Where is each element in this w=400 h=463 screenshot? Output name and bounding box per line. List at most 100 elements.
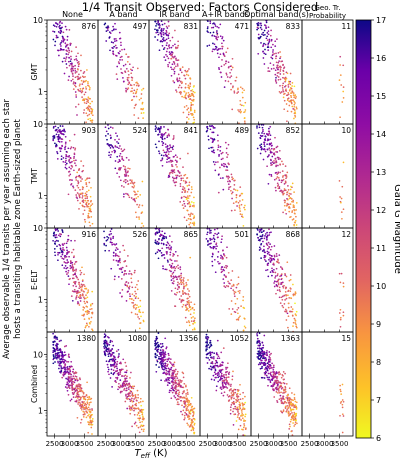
panel-count: 833	[286, 22, 301, 31]
data-point	[165, 25, 168, 28]
data-point	[112, 25, 114, 28]
data-point	[277, 381, 280, 384]
data-point	[132, 305, 135, 308]
data-point	[167, 37, 170, 40]
data-point	[269, 354, 271, 356]
data-point	[267, 43, 269, 46]
data-point	[262, 130, 264, 133]
data-point	[217, 380, 220, 383]
data-point	[212, 356, 215, 358]
data-point	[77, 291, 80, 294]
data-point	[120, 55, 123, 58]
data-point	[239, 109, 242, 111]
data-point	[140, 408, 143, 411]
data-point	[264, 368, 266, 370]
data-point	[339, 196, 341, 198]
data-point	[133, 398, 135, 400]
data-point	[86, 100, 88, 103]
data-point	[175, 57, 177, 60]
data-point	[176, 389, 179, 392]
data-point	[130, 180, 133, 183]
data-point	[278, 179, 281, 181]
data-point	[65, 255, 68, 258]
data-point	[130, 281, 133, 284]
data-point	[124, 361, 127, 364]
data-point	[280, 189, 282, 192]
data-point	[215, 243, 217, 246]
data-point	[129, 400, 132, 403]
data-point	[190, 396, 193, 399]
data-point	[71, 388, 74, 391]
data-point	[75, 371, 78, 374]
data-point	[177, 389, 180, 392]
data-point	[179, 80, 182, 83]
data-point	[176, 394, 179, 397]
data-point	[285, 176, 288, 178]
data-point	[82, 72, 85, 74]
data-point	[229, 409, 232, 411]
data-point	[211, 50, 214, 53]
data-point	[292, 294, 295, 297]
data-point	[284, 405, 287, 408]
data-point	[67, 155, 70, 158]
data-point	[232, 370, 234, 373]
data-point	[103, 23, 106, 26]
data-point	[259, 144, 261, 147]
data-point	[242, 329, 245, 332]
data-point	[72, 269, 75, 272]
data-point	[165, 251, 168, 254]
data-point	[260, 148, 263, 151]
data-point	[225, 169, 227, 171]
data-point	[133, 294, 136, 297]
panel: 524	[97, 123, 150, 229]
data-point	[90, 204, 92, 207]
data-point	[218, 373, 220, 375]
data-point	[243, 89, 245, 92]
data-point	[192, 94, 194, 96]
data-point	[154, 143, 157, 146]
data-point	[82, 165, 85, 167]
data-point	[237, 411, 239, 413]
data-point	[274, 158, 277, 160]
data-point	[220, 163, 223, 166]
data-point	[289, 420, 292, 423]
data-point	[259, 228, 261, 231]
data-point	[53, 25, 56, 27]
data-point	[235, 196, 238, 199]
data-point	[91, 114, 94, 117]
data-point	[183, 174, 186, 177]
data-point	[243, 424, 246, 427]
data-point	[171, 51, 173, 53]
data-point	[165, 372, 167, 374]
data-point	[53, 135, 56, 137]
data-point	[60, 339, 62, 342]
data-point	[261, 250, 264, 252]
data-point	[107, 29, 109, 32]
data-point	[190, 191, 193, 194]
data-point	[60, 41, 62, 44]
data-point	[131, 179, 133, 182]
data-point	[269, 380, 272, 382]
data-point	[139, 397, 142, 400]
data-point	[266, 39, 269, 41]
data-point	[164, 131, 167, 134]
data-point	[166, 259, 169, 262]
data-point	[91, 203, 94, 205]
data-point	[242, 428, 244, 431]
data-point	[227, 66, 230, 68]
data-point	[181, 392, 184, 395]
data-point	[103, 336, 106, 339]
data-point	[278, 391, 281, 394]
data-point	[237, 91, 240, 93]
data-point	[290, 193, 292, 195]
data-point	[133, 199, 136, 202]
data-point	[90, 107, 92, 110]
data-point	[54, 44, 56, 47]
data-point	[84, 75, 86, 78]
data-point	[139, 194, 142, 196]
data-point	[63, 242, 66, 245]
data-point	[56, 151, 58, 153]
data-point	[170, 150, 172, 153]
data-point	[182, 283, 185, 285]
data-point	[52, 343, 55, 346]
